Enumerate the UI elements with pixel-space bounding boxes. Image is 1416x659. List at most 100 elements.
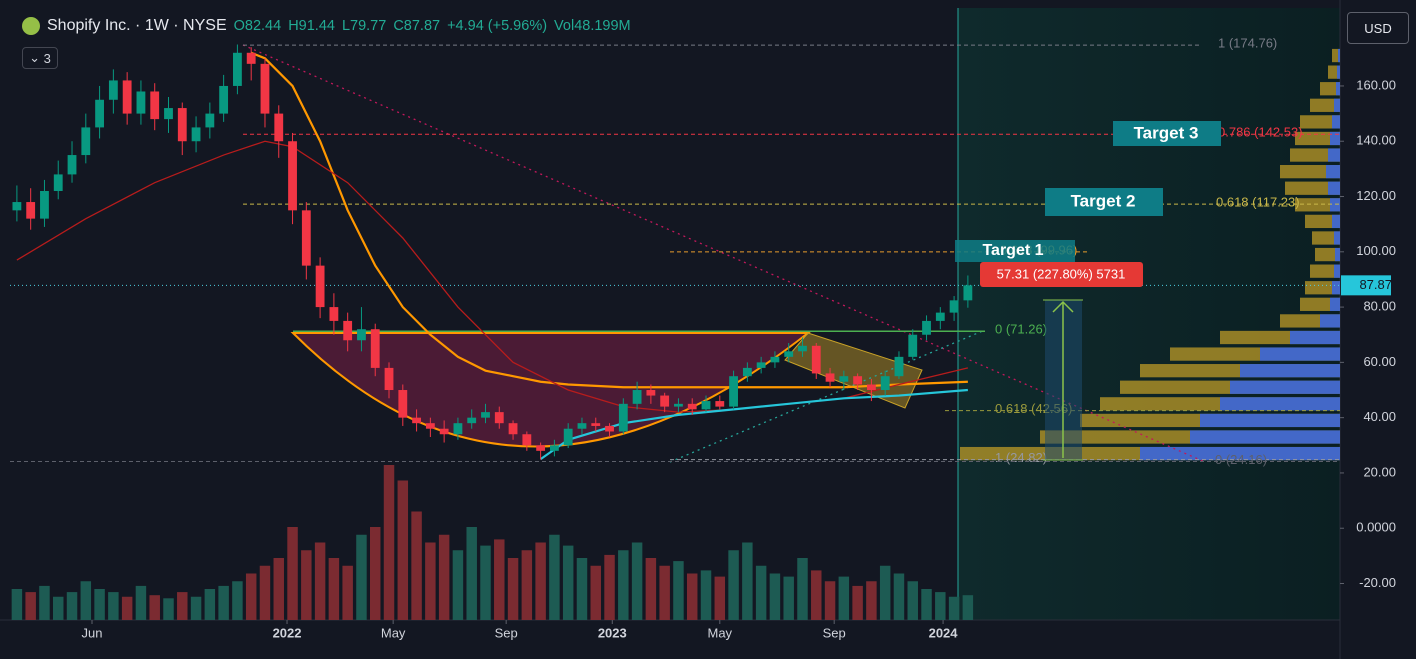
volume-bar bbox=[659, 565, 670, 620]
measure-label: 57.31 (227.80%) 5731 bbox=[997, 266, 1126, 281]
profile-bar-blue bbox=[1332, 281, 1340, 295]
volume-bar bbox=[604, 554, 615, 620]
ohlc-open: O82.44 bbox=[233, 18, 282, 34]
symbol-icon bbox=[22, 17, 40, 35]
volume-bar bbox=[452, 550, 464, 620]
y-tick-label: 0.0000 bbox=[1356, 520, 1396, 535]
volume-bar bbox=[618, 550, 629, 620]
candle-body bbox=[784, 351, 794, 357]
volume-bar bbox=[383, 465, 395, 620]
volume-bar bbox=[590, 565, 601, 620]
volume-bar bbox=[438, 534, 450, 620]
x-tick-label: 2022 bbox=[273, 625, 302, 640]
profile-bar-blue bbox=[1330, 297, 1340, 311]
candle-body bbox=[95, 99, 104, 128]
volume-bar bbox=[66, 592, 78, 620]
profile-bar bbox=[1305, 281, 1340, 295]
axis-labels: 160.00 140.00 120.00 100.00 80.00 60.00 40.00 2… bbox=[82, 77, 1396, 640]
volume-bar bbox=[535, 542, 546, 620]
profile-bar-blue bbox=[1230, 380, 1340, 394]
candle-body bbox=[770, 356, 780, 363]
profile-bar bbox=[1295, 198, 1340, 212]
y-tick-label: 40.00 bbox=[1363, 409, 1396, 424]
volume-bar bbox=[328, 558, 340, 620]
volume-bar bbox=[39, 585, 50, 620]
volume-bars bbox=[11, 465, 974, 620]
candle-body bbox=[81, 127, 91, 156]
candle-body bbox=[591, 423, 601, 426]
volume-bar bbox=[879, 565, 891, 620]
volume-bar bbox=[314, 542, 326, 620]
profile-bar-blue bbox=[1240, 364, 1340, 378]
measure-label-box bbox=[980, 262, 1143, 287]
candle-body bbox=[618, 403, 628, 432]
profile-bar bbox=[1290, 148, 1340, 162]
candle-body bbox=[177, 108, 187, 142]
candle-body bbox=[922, 320, 931, 335]
candle-body bbox=[949, 300, 959, 313]
candle-body bbox=[646, 390, 656, 396]
x-tick-label: Sep bbox=[823, 625, 846, 640]
candle-body bbox=[219, 85, 229, 114]
candle-body bbox=[301, 210, 311, 266]
candle-body bbox=[508, 423, 518, 435]
candle-body bbox=[274, 113, 284, 142]
target-box bbox=[955, 240, 1075, 262]
moving-average bbox=[539, 388, 968, 461]
price-axis bbox=[1340, 0, 1416, 659]
volume-bar bbox=[866, 581, 877, 620]
volume-bar bbox=[287, 527, 298, 620]
target-box bbox=[1045, 188, 1163, 216]
candle-body bbox=[908, 334, 918, 357]
profile-bar-blue bbox=[1334, 264, 1340, 278]
profile-bar bbox=[1315, 247, 1340, 262]
volume-bar bbox=[962, 595, 974, 620]
volume-bar bbox=[948, 596, 960, 620]
profile-bar-blue bbox=[1328, 181, 1340, 195]
candle-body bbox=[246, 52, 256, 64]
x-tick-label: 2024 bbox=[929, 625, 959, 640]
volume-bar bbox=[811, 570, 822, 620]
candle-body bbox=[894, 356, 904, 377]
candle-body bbox=[825, 373, 835, 382]
volume-bar bbox=[149, 595, 160, 620]
currency-button[interactable]: USD bbox=[1347, 12, 1409, 44]
profile-bar-blue bbox=[1326, 165, 1340, 179]
volume-bar bbox=[425, 542, 436, 620]
candle-body bbox=[605, 425, 614, 432]
volume-bar bbox=[673, 561, 684, 620]
ohlc-low: L79.77 bbox=[341, 18, 387, 34]
candle-body bbox=[67, 155, 77, 175]
candle-body bbox=[853, 376, 863, 385]
profile-bar-blue bbox=[1260, 347, 1340, 361]
indicator-toggle[interactable]: ⌄ 3 bbox=[22, 47, 58, 69]
trend-line bbox=[242, 44, 1206, 463]
fib-label: 0.786 (142.53) bbox=[1218, 125, 1303, 140]
profile-bar-blue bbox=[1336, 82, 1340, 96]
profile-bar bbox=[1310, 98, 1340, 112]
volume-bar bbox=[80, 581, 92, 620]
fib-label: 1 (174.76) bbox=[1218, 36, 1277, 51]
candle-body bbox=[453, 423, 463, 435]
volume-bar bbox=[245, 573, 257, 620]
candle-body bbox=[467, 417, 477, 424]
volume-profile bbox=[960, 48, 1340, 461]
candle-body bbox=[357, 329, 366, 341]
candle-body bbox=[315, 265, 325, 308]
candle-body bbox=[494, 412, 504, 424]
y-tick-label: 60.00 bbox=[1363, 354, 1396, 369]
candle-body bbox=[205, 113, 215, 128]
volume-bar bbox=[700, 570, 712, 620]
volume-bar bbox=[397, 480, 409, 620]
volume-bar bbox=[342, 565, 353, 620]
indicator-count: 3 bbox=[43, 50, 51, 66]
volume-bar bbox=[769, 573, 781, 620]
x-tick-label: 2023 bbox=[598, 625, 627, 640]
volume-bar bbox=[108, 592, 119, 620]
target-label: Target 2 bbox=[1071, 191, 1136, 210]
volume-bar bbox=[631, 542, 643, 620]
cup-pattern bbox=[290, 332, 811, 448]
candle-body bbox=[370, 329, 380, 368]
volume-bar bbox=[686, 573, 698, 620]
candle-body bbox=[811, 345, 821, 374]
